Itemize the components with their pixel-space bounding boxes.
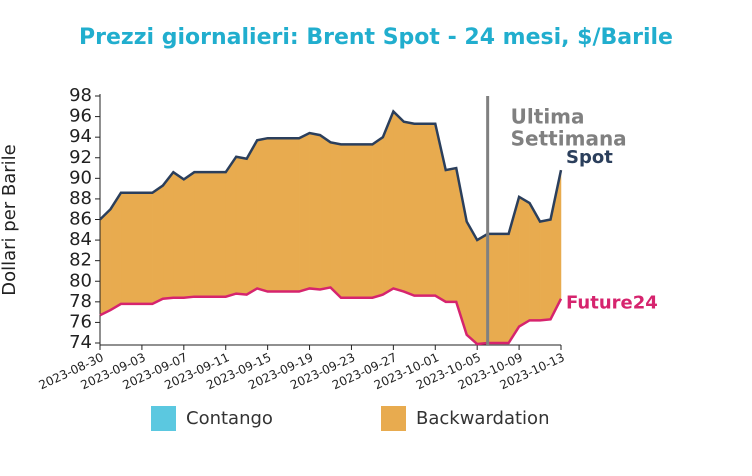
y-tick-label: 74 (69, 332, 92, 353)
legend-swatch (151, 406, 176, 431)
annotation-text: Ultima (511, 105, 585, 129)
spread-area (372, 136, 384, 299)
chart-title: Prezzi giornalieri: Brent Spot - 24 mesi… (79, 25, 673, 50)
spread-area (194, 171, 226, 297)
y-tick-label: 82 (69, 250, 92, 271)
spread-area (235, 156, 247, 295)
legend-swatch (381, 406, 406, 431)
y-axis-label: Dollari per Barile (0, 144, 20, 296)
spread-area (256, 137, 268, 292)
y-tick-label: 78 (69, 291, 92, 312)
spread-area (162, 171, 174, 300)
y-tick-label: 98 (69, 85, 92, 106)
spread-area (393, 110, 405, 292)
y-tick-label: 86 (69, 209, 92, 230)
spread-area (414, 123, 436, 296)
spread-area (330, 142, 342, 299)
spread-area (173, 171, 185, 298)
y-tick-label: 92 (69, 147, 92, 168)
spread-area (152, 185, 164, 305)
spread-area (340, 144, 373, 298)
y-tick-label: 90 (69, 167, 92, 188)
series-line (99, 109, 563, 242)
y-tick-label: 80 (69, 270, 92, 291)
y-tick-label: 84 (69, 229, 92, 250)
legend-label: Backwardation (416, 408, 549, 429)
y-tick-label: 88 (69, 188, 92, 209)
spread-area (267, 137, 300, 292)
spread-area (110, 191, 122, 311)
spread-area (120, 192, 153, 305)
y-tick-label: 96 (69, 106, 92, 127)
y-tick-label: 76 (69, 311, 92, 332)
spread-area (403, 121, 415, 297)
series-label: Spot (566, 147, 613, 168)
spread-area (319, 134, 331, 290)
spread-area (246, 139, 258, 296)
spread-area (487, 233, 509, 344)
spread-area (539, 219, 551, 321)
spread-area (298, 132, 310, 292)
legend-label: Contango (186, 408, 273, 429)
spread-area (382, 111, 394, 296)
annotation-text: Settimana (511, 127, 627, 151)
y-tick-label: 94 (69, 126, 92, 147)
spread-area (518, 196, 530, 327)
spread-area (225, 155, 237, 298)
series-label: Future24 (566, 293, 658, 314)
spread-area (99, 208, 111, 316)
spread-area (466, 220, 478, 345)
spread-area (476, 233, 488, 345)
spread-area (309, 132, 321, 290)
spread-area (183, 171, 195, 298)
series-line (99, 286, 563, 346)
spread-area (445, 167, 457, 303)
